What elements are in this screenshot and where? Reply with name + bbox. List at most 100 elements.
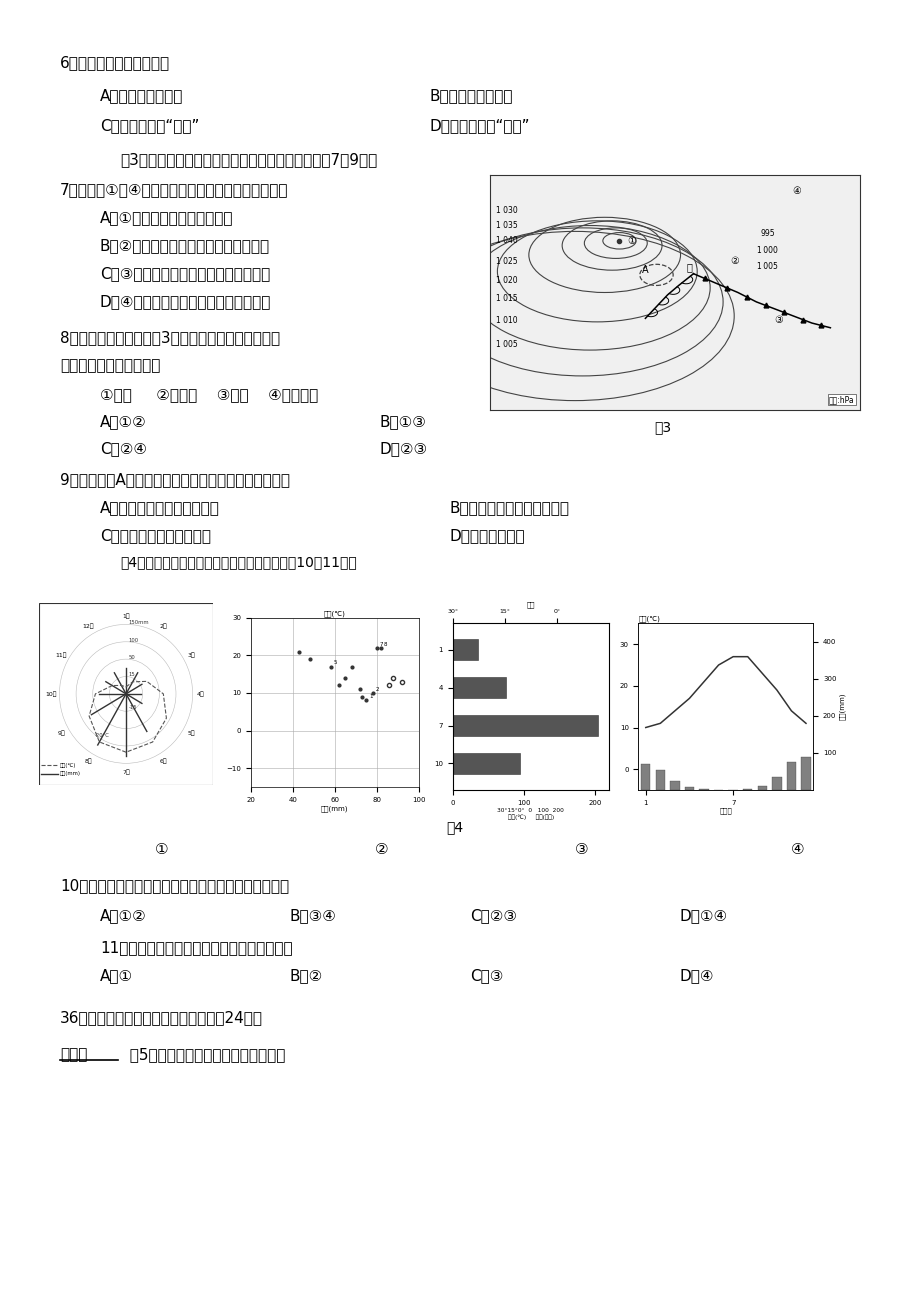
Text: A．北缓南陌的山地: A．北缓南陌的山地 bbox=[100, 89, 183, 103]
Text: 10．四种气候类型中，某季节气候特征的成因相同的是: 10．四种气候类型中，某季节气候特征的成因相同的是 bbox=[60, 878, 289, 893]
Title: 气温(℃): 气温(℃) bbox=[323, 609, 346, 617]
Text: 可能出现的灾害性天气是: 可能出现的灾害性天气是 bbox=[60, 358, 160, 372]
Text: D．②③: D．②③ bbox=[380, 441, 427, 456]
Text: 1: 1 bbox=[369, 694, 372, 699]
Text: B．①③: B．①③ bbox=[380, 414, 426, 428]
Text: 1 040: 1 040 bbox=[495, 236, 516, 245]
Text: 1 000: 1 000 bbox=[756, 246, 777, 255]
Text: 150mm: 150mm bbox=[129, 621, 149, 625]
Text: 1 025: 1 025 bbox=[495, 258, 516, 267]
Bar bbox=[452, 677, 505, 698]
Text: ③: ③ bbox=[574, 842, 588, 857]
Text: 11月: 11月 bbox=[55, 652, 67, 658]
Text: 1 015: 1 015 bbox=[495, 294, 516, 303]
Text: 1 030: 1 030 bbox=[495, 206, 516, 215]
Text: 图4: 图4 bbox=[446, 820, 463, 835]
X-axis label: （月）: （月） bbox=[719, 807, 732, 814]
Text: A．①: A．① bbox=[100, 967, 133, 983]
Text: 1 035: 1 035 bbox=[495, 221, 516, 230]
Bar bbox=[452, 753, 519, 773]
Text: 6．图示区域的地形特点是: 6．图示区域的地形特点是 bbox=[60, 55, 170, 70]
Text: 8．若此天气形势出现在3月，我国西北、华北地区最: 8．若此天气形势出现在3月，我国西北、华北地区最 bbox=[60, 329, 279, 345]
Text: 3月: 3月 bbox=[187, 652, 195, 658]
Text: 1 005: 1 005 bbox=[495, 340, 516, 349]
Text: 1 005: 1 005 bbox=[756, 262, 777, 271]
Bar bbox=[452, 715, 597, 736]
Text: 8月: 8月 bbox=[85, 759, 92, 764]
Text: ②: ② bbox=[729, 256, 738, 267]
Text: 图4为四种气候类型气温降水资料图。读图完成10～11题。: 图4为四种气候类型气温降水资料图。读图完成10～11题。 bbox=[119, 555, 357, 569]
Text: 6月: 6月 bbox=[160, 759, 167, 764]
Text: B．②地此时为大风降温天气，然后转晴: B．②地此时为大风降温天气，然后转晴 bbox=[100, 238, 270, 253]
Text: 9．天气系统A（虚线处）向东移动并经过甲地。则甲地: 9．天气系统A（虚线处）向东移动并经过甲地。则甲地 bbox=[60, 473, 289, 487]
Text: C．②④: C．②④ bbox=[100, 441, 147, 456]
Text: ③: ③ bbox=[774, 315, 782, 326]
X-axis label: 30°15°0°  0   100  200
气温(℃)     降水(毫米): 30°15°0° 0 100 200 气温(℃) 降水(毫米) bbox=[497, 809, 563, 820]
Text: C．气压先下降然后再上升: C．气压先下降然后再上升 bbox=[100, 529, 210, 543]
Text: B．经历一次降温、降水天气: B．经历一次降温、降水天气 bbox=[449, 500, 570, 516]
Bar bbox=[771, 777, 781, 790]
Text: D．④: D．④ bbox=[679, 967, 714, 983]
Text: C．③即将迎来阴雨天气，然后气温升高: C．③即将迎来阴雨天气，然后气温升高 bbox=[100, 266, 270, 281]
Text: C．北缓南陌的“天坑”: C．北缓南陌的“天坑” bbox=[100, 118, 199, 133]
Text: 10月: 10月 bbox=[45, 691, 57, 697]
Text: ①: ① bbox=[626, 236, 635, 246]
Text: 8: 8 bbox=[383, 642, 387, 647]
Title: 月份: 月份 bbox=[526, 602, 535, 608]
Text: A．①地此时为阴天，气压较高: A．①地此时为阴天，气压较高 bbox=[100, 210, 233, 225]
Text: 15: 15 bbox=[129, 673, 135, 677]
Bar bbox=[669, 781, 679, 790]
Text: ④: ④ bbox=[792, 186, 800, 197]
Bar bbox=[756, 785, 766, 790]
Text: 单位:hPa: 单位:hPa bbox=[828, 395, 854, 404]
Bar bbox=[452, 639, 477, 660]
Text: 9月: 9月 bbox=[57, 730, 65, 736]
Text: D．风力由大变小: D．风力由大变小 bbox=[449, 529, 525, 543]
Text: B．②: B．② bbox=[289, 967, 323, 983]
Text: 1 020: 1 020 bbox=[495, 276, 516, 285]
Text: D．①④: D．①④ bbox=[679, 907, 727, 923]
Text: 4月: 4月 bbox=[197, 691, 205, 697]
Text: -20°C: -20°C bbox=[95, 733, 109, 738]
Text: 甲: 甲 bbox=[686, 262, 692, 272]
Text: A．①②: A．①② bbox=[100, 907, 147, 923]
Text: 7月: 7月 bbox=[122, 769, 130, 775]
Bar bbox=[786, 762, 795, 790]
Text: C．②③: C．②③ bbox=[470, 907, 516, 923]
Text: B．③④: B．③④ bbox=[289, 907, 336, 923]
Text: A．风向由偏南风转为偏西风: A．风向由偏南风转为偏西风 bbox=[100, 500, 220, 516]
Text: A．①②: A．①② bbox=[100, 414, 147, 428]
Text: ①: ① bbox=[155, 842, 168, 857]
Text: 气温(℃): 气温(℃) bbox=[638, 616, 660, 622]
Text: 7．对图中①～④地天气及天气变化的叙述，正确的是: 7．对图中①～④地天气及天气变化的叙述，正确的是 bbox=[60, 182, 289, 197]
Text: 7: 7 bbox=[380, 642, 383, 647]
Text: 1月: 1月 bbox=[122, 613, 130, 618]
Text: 12月: 12月 bbox=[83, 624, 95, 629]
Text: B．北陌南缓的山地: B．北陌南缓的山地 bbox=[429, 89, 513, 103]
Bar bbox=[684, 786, 694, 790]
Bar bbox=[655, 769, 664, 790]
Text: 材料一: 材料一 bbox=[60, 1047, 87, 1062]
Text: 2月: 2月 bbox=[160, 624, 167, 629]
X-axis label: 降水(mm): 降水(mm) bbox=[321, 806, 348, 812]
Text: 36．阅读图文材料，完成下列要求。（24分）: 36．阅读图文材料，完成下列要求。（24分） bbox=[60, 1010, 263, 1025]
Text: 5: 5 bbox=[334, 660, 337, 665]
Y-axis label: 降水(mm): 降水(mm) bbox=[838, 693, 845, 720]
Bar bbox=[641, 764, 650, 790]
Text: D．④地此时正受暖气团控制，温暖晴朗: D．④地此时正受暖气团控制，温暖晴朗 bbox=[100, 294, 271, 309]
Text: 1 010: 1 010 bbox=[495, 316, 516, 326]
Bar bbox=[800, 756, 810, 790]
Text: 图5是我国东部某沿海等高线分布图。: 图5是我国东部某沿海等高线分布图。 bbox=[119, 1047, 285, 1062]
Text: C．③: C．③ bbox=[470, 967, 503, 983]
Text: ②: ② bbox=[375, 842, 389, 857]
Text: 5月: 5月 bbox=[187, 730, 195, 736]
Text: 图3为我国部分地区某日地面天气形势图。读图回筗7～9题。: 图3为我国部分地区某日地面天气形势图。读图回筗7～9题。 bbox=[119, 152, 377, 167]
Text: 11．图示各气候类型中，我国只可能有其中的: 11．图示各气候类型中，我国只可能有其中的 bbox=[100, 940, 292, 954]
Text: A: A bbox=[641, 264, 648, 275]
Text: D．北陌南缓的“天坑”: D．北陌南缓的“天坑” bbox=[429, 118, 530, 133]
Text: ①寒潮     ②沙尘暴    ③台风    ④特大暴雨: ①寒潮 ②沙尘暴 ③台风 ④特大暴雨 bbox=[100, 387, 318, 402]
Text: 图3: 图3 bbox=[653, 421, 671, 434]
Text: 2: 2 bbox=[375, 686, 379, 691]
Text: 995: 995 bbox=[759, 229, 774, 238]
Text: 气温(℃): 气温(℃) bbox=[60, 763, 75, 768]
